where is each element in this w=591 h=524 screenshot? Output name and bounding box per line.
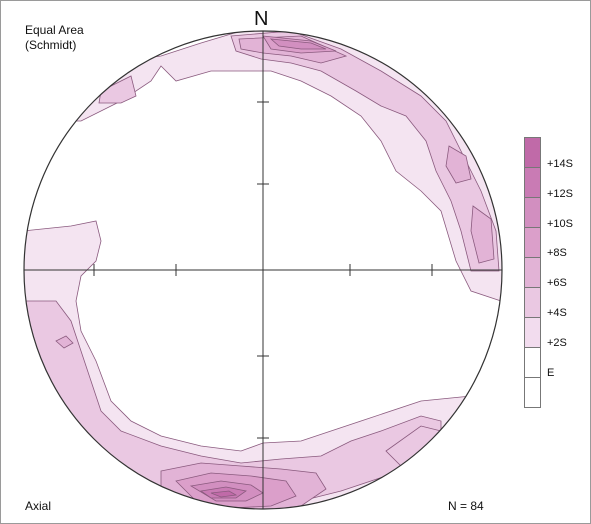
contour-band-14s-south (210, 490, 238, 498)
legend-label: E (547, 366, 555, 379)
projection-title: Equal Area (25, 23, 84, 37)
legend-swatch (524, 288, 541, 318)
legend-swatch (524, 137, 541, 168)
mode-label: Axial (25, 499, 52, 513)
contour-band-10s-north (269, 38, 327, 50)
legend-swatch (524, 258, 541, 288)
legend-color-bar (524, 137, 541, 408)
north-label: N (254, 8, 269, 30)
legend-label: +14S (547, 158, 573, 170)
contour-band-4s-north (230, 31, 500, 272)
legend-swatch (524, 228, 541, 258)
legend-swatch (524, 168, 541, 198)
legend-label: +4S (547, 306, 567, 319)
legend-label: +12S (547, 187, 573, 200)
density-contours (24, 31, 502, 509)
legend-label: +10S (547, 217, 573, 230)
axis-ticks (93, 101, 433, 439)
contour-peak-east-1 (445, 145, 472, 184)
contour-peak-west (55, 335, 74, 349)
projection-subtitle: (Schmidt) (25, 38, 77, 52)
legend-labels: +14S +12S +10S +8S +6S +4S +2S E (547, 157, 573, 395)
legend-swatch (524, 378, 541, 408)
legend-label: +8S (547, 247, 567, 260)
sample-count: N = 84 (448, 499, 484, 513)
legend-swatch (524, 198, 541, 228)
legend-label: +2S (547, 336, 567, 349)
contour-nw-patch (98, 75, 137, 104)
legend-label: +6S (547, 277, 567, 290)
legend-swatch (524, 318, 541, 348)
legend-swatch (524, 348, 541, 378)
contour-peak-east-2 (470, 205, 495, 264)
